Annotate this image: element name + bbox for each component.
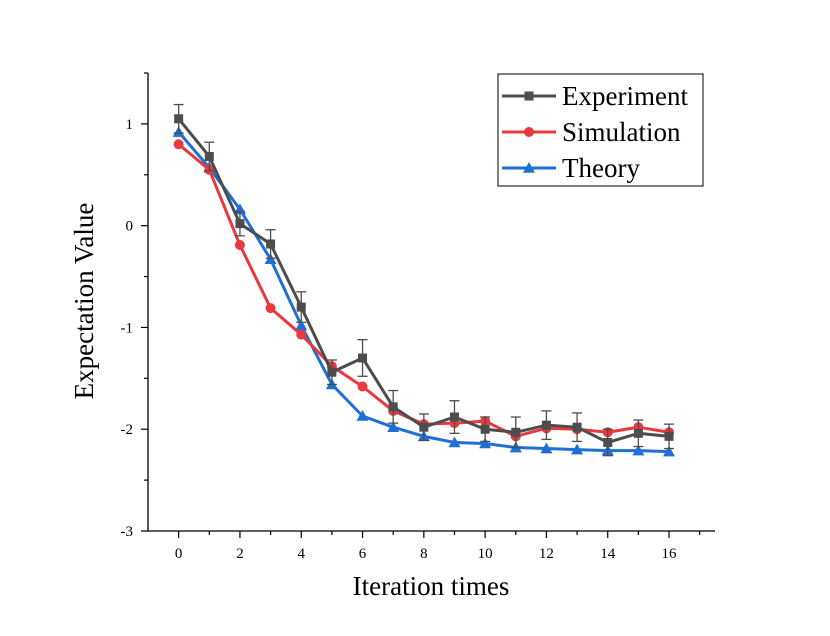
legend-label: Simulation bbox=[562, 117, 681, 147]
y-tick-label: 0 bbox=[126, 219, 134, 235]
square-marker bbox=[572, 422, 582, 432]
x-axis-title: Iteration times bbox=[353, 571, 510, 601]
square-marker bbox=[524, 91, 534, 101]
square-marker bbox=[511, 427, 521, 437]
y-tick-label: -3 bbox=[121, 524, 134, 540]
square-marker bbox=[449, 412, 459, 422]
legend-item-experiment: Experiment bbox=[502, 81, 688, 111]
x-tick-label: 6 bbox=[359, 546, 367, 562]
legend-label: Experiment bbox=[562, 81, 688, 111]
triangle-marker bbox=[479, 437, 492, 449]
x-tick-label: 16 bbox=[662, 546, 678, 562]
square-marker bbox=[327, 367, 337, 377]
axes: 0 2 4 6 8 10 12 14 16 -3 -2 -1 0 1 bbox=[121, 72, 715, 562]
y-tick-label: -1 bbox=[121, 320, 134, 336]
triangle-marker bbox=[571, 443, 584, 455]
legend-item-simulation: Simulation bbox=[502, 117, 681, 147]
x-tick-label: 8 bbox=[420, 546, 428, 562]
plot-area bbox=[172, 103, 676, 457]
triangle-marker bbox=[663, 445, 676, 457]
square-marker bbox=[174, 114, 184, 124]
x-tick-label: 4 bbox=[297, 546, 305, 562]
circle-marker bbox=[296, 329, 307, 340]
square-marker bbox=[204, 151, 214, 161]
triangle-marker bbox=[540, 442, 553, 454]
triangle-marker bbox=[523, 162, 535, 173]
circle-marker bbox=[524, 127, 534, 137]
x-tick-label: 12 bbox=[539, 546, 554, 562]
square-marker bbox=[296, 302, 306, 312]
square-marker bbox=[480, 424, 490, 434]
legend: Experiment Simulation Theory bbox=[497, 73, 704, 187]
y-tick-label: -2 bbox=[121, 422, 134, 438]
triangle-marker bbox=[448, 436, 461, 448]
triangle-marker bbox=[356, 409, 369, 421]
triangle-marker bbox=[295, 319, 308, 331]
square-marker bbox=[235, 219, 245, 229]
square-marker bbox=[603, 437, 613, 447]
legend-label: Theory bbox=[562, 153, 640, 183]
square-marker bbox=[419, 422, 429, 432]
x-tick-label: 2 bbox=[236, 546, 244, 562]
triangle-marker bbox=[632, 444, 645, 456]
triangle-marker bbox=[387, 421, 400, 432]
circle-marker bbox=[357, 381, 368, 392]
y-tick-label: 1 bbox=[126, 117, 134, 133]
y-axis-title: Expectation Value bbox=[69, 203, 99, 400]
x-tick-label: 14 bbox=[600, 546, 616, 562]
square-marker bbox=[633, 428, 643, 438]
square-marker bbox=[266, 239, 276, 249]
x-tick-label: 0 bbox=[175, 546, 183, 562]
square-marker bbox=[541, 420, 551, 430]
circle-marker bbox=[173, 139, 184, 150]
legend-item-theory: Theory bbox=[502, 153, 640, 183]
square-marker bbox=[664, 431, 674, 441]
x-tick-label: 10 bbox=[478, 546, 493, 562]
circle-marker bbox=[234, 240, 245, 251]
series-experiment bbox=[173, 103, 675, 457]
square-marker bbox=[358, 353, 368, 363]
circle-marker bbox=[265, 303, 276, 314]
series-line bbox=[177, 143, 670, 438]
square-marker bbox=[388, 402, 398, 412]
